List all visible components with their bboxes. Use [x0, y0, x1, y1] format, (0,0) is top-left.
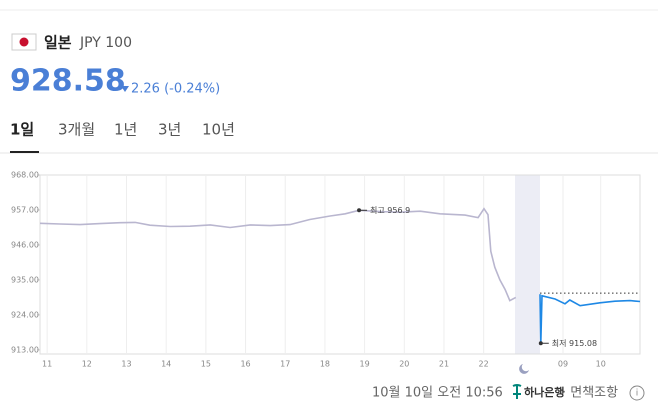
x-tick-label: 18: [320, 360, 330, 369]
x-tick-label: 19: [360, 360, 370, 369]
annotation-label: 최고 956.9: [370, 205, 410, 215]
x-tick-label: 12: [82, 360, 92, 369]
down-arrow: [121, 86, 129, 92]
price-line: [539, 294, 641, 344]
tab[interactable]: 3년: [158, 121, 181, 139]
tab[interactable]: 1년: [114, 121, 137, 139]
price: 928.58: [10, 64, 126, 99]
x-tick-label: 11: [42, 360, 52, 369]
x-tick-label: 16: [240, 360, 250, 369]
change: 2.26 (-0.24%): [131, 82, 220, 97]
x-tick-label: 14: [161, 360, 171, 369]
x-tick-label: 22: [479, 360, 489, 369]
info-i: i: [636, 389, 639, 399]
disclaimer[interactable]: · 면책조항: [562, 386, 618, 401]
tab[interactable]: 10년: [202, 121, 235, 139]
plot-frame: [39, 174, 641, 355]
tab[interactable]: 1일: [10, 121, 34, 139]
timestamp: 10월 10일 오전 10:56: [372, 386, 503, 401]
info-icon[interactable]: [629, 385, 645, 401]
bank: 하나은행: [524, 385, 564, 399]
annotation-dot: [538, 341, 543, 346]
x-tick-label: 10: [596, 360, 606, 369]
x-tick-label: 13: [121, 360, 131, 369]
price-line: [39, 207, 517, 302]
y-tick-label: 946.00: [11, 240, 39, 249]
y-tick-label: 935.00: [11, 275, 39, 284]
tab[interactable]: 3개월: [58, 121, 95, 139]
x-tick-label: 15: [201, 360, 211, 369]
night-band: [515, 175, 540, 354]
flag-dot: [19, 37, 29, 47]
country: 일본: [44, 34, 72, 52]
y-tick-label: 924.00: [11, 310, 39, 319]
annotation-dot: [357, 208, 362, 213]
y-tick-label: 957.00: [11, 205, 39, 214]
bank-logo: [512, 384, 522, 399]
x-tick-label: 17: [280, 360, 290, 369]
unit: JPY 100: [79, 35, 132, 51]
tabs: 1일 3개월 1년 3년 10년: [10, 121, 235, 139]
x-tick-label: 20: [399, 360, 409, 369]
x-tick-label: 09: [558, 360, 568, 369]
y-tick-label: 913.00: [11, 345, 39, 354]
moon-icon: [519, 364, 529, 374]
y-tick-label: 968.00: [11, 171, 39, 180]
x-tick-label: 21: [439, 360, 449, 369]
annotation-label: 최저 915.08: [552, 338, 597, 348]
